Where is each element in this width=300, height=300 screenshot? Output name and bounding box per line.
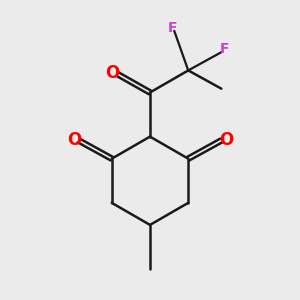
Text: O: O	[219, 131, 233, 149]
Text: O: O	[67, 131, 81, 149]
Text: F: F	[219, 42, 229, 56]
Text: F: F	[168, 21, 177, 35]
Text: O: O	[105, 64, 119, 82]
